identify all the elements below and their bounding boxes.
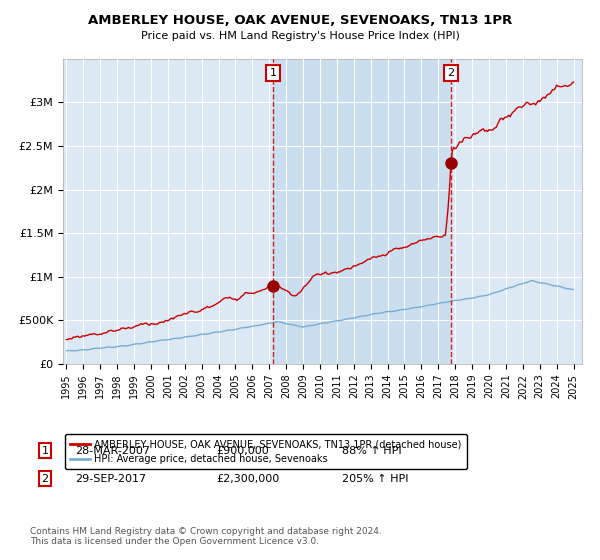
Text: 205% ↑ HPI: 205% ↑ HPI bbox=[342, 474, 409, 484]
Text: Price paid vs. HM Land Registry's House Price Index (HPI): Price paid vs. HM Land Registry's House … bbox=[140, 31, 460, 41]
Text: 29-SEP-2017: 29-SEP-2017 bbox=[75, 474, 146, 484]
Legend: AMBERLEY HOUSE, OAK AVENUE, SEVENOAKS, TN13 1PR (detached house), HPI: Average p: AMBERLEY HOUSE, OAK AVENUE, SEVENOAKS, T… bbox=[65, 435, 467, 469]
Text: Contains HM Land Registry data © Crown copyright and database right 2024.
This d: Contains HM Land Registry data © Crown c… bbox=[30, 526, 382, 546]
Text: £2,300,000: £2,300,000 bbox=[216, 474, 279, 484]
Text: 2: 2 bbox=[448, 68, 455, 78]
Text: 1: 1 bbox=[41, 446, 49, 456]
Text: £900,000: £900,000 bbox=[216, 446, 269, 456]
Text: AMBERLEY HOUSE, OAK AVENUE, SEVENOAKS, TN13 1PR: AMBERLEY HOUSE, OAK AVENUE, SEVENOAKS, T… bbox=[88, 14, 512, 27]
Bar bbox=[273, 59, 451, 364]
Text: 28-MAR-2007: 28-MAR-2007 bbox=[75, 446, 150, 456]
Text: 2: 2 bbox=[41, 474, 49, 484]
Text: 88% ↑ HPI: 88% ↑ HPI bbox=[342, 446, 401, 456]
Text: 1: 1 bbox=[269, 68, 277, 78]
